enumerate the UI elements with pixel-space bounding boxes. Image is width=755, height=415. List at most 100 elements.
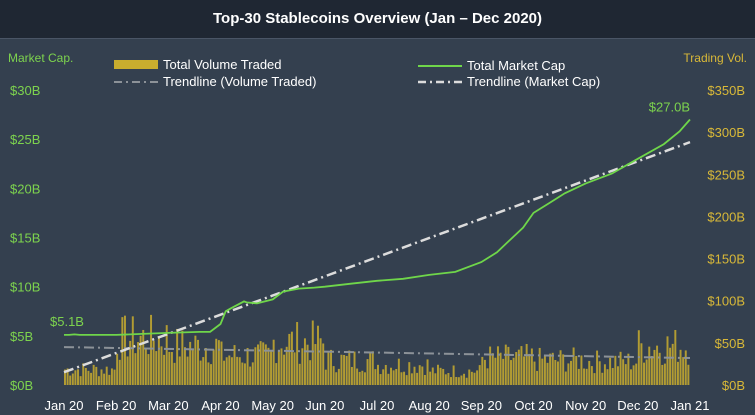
volume-bar (199, 360, 202, 385)
volume-bar (207, 362, 210, 385)
volume-bar (601, 372, 604, 385)
volume-bar (483, 359, 486, 385)
volume-bar (197, 339, 199, 385)
volume-bar (283, 354, 286, 385)
volume-bar (330, 349, 333, 385)
volume-bar (408, 362, 411, 385)
volume-bar (473, 372, 476, 385)
volume-bar (327, 352, 330, 385)
volume-bar (202, 357, 205, 385)
volume-bar (340, 354, 343, 385)
volume-bar (233, 345, 236, 385)
left-tick-label: $5B (10, 329, 33, 344)
volume-bar (105, 366, 108, 385)
volume-bar (157, 335, 160, 385)
volume-bar (624, 364, 627, 385)
volume-bar (137, 342, 139, 385)
volume-bar (598, 361, 601, 385)
volume-bar (478, 365, 481, 385)
volume-bar (220, 341, 223, 385)
volume-bar (671, 343, 674, 385)
volume-bar (259, 341, 262, 385)
x-tick-label: Dec 20 (617, 398, 658, 413)
volume-bar (69, 375, 72, 385)
volume-bar (270, 351, 273, 385)
volume-bar (363, 372, 366, 385)
volume-bar (82, 363, 85, 385)
x-tick-label: Aug 20 (409, 398, 450, 413)
volume-bar (379, 374, 382, 385)
volume-bar (460, 375, 463, 385)
volume-bar (410, 373, 413, 385)
volume-bar (251, 362, 254, 385)
volume-bar (512, 357, 515, 385)
volume-bar (142, 329, 145, 385)
right-tick-label: $350B (707, 83, 745, 98)
volume-bar (650, 356, 653, 385)
volume-bar (160, 346, 163, 385)
left-tick-label: $30B (10, 83, 40, 98)
volume-bar (538, 347, 541, 385)
left-axis-title: Market Cap. (8, 51, 73, 65)
volume-bar (183, 347, 186, 385)
x-tick-label: May 20 (251, 398, 294, 413)
market-cap-trendline (63, 140, 691, 374)
volume-bar (499, 352, 502, 385)
volume-bar (150, 314, 153, 385)
volume-bar (423, 374, 426, 385)
volume-bar (144, 348, 147, 385)
volume-bar (356, 368, 359, 385)
volume-bar (217, 340, 220, 385)
volume-bar (223, 360, 226, 385)
volume-bar (230, 357, 233, 385)
volume-bar (486, 368, 489, 385)
volume-bar (397, 358, 400, 385)
x-tick-label: Mar 20 (148, 398, 188, 413)
volume-bar (92, 364, 95, 385)
volume-bar (661, 364, 664, 385)
volume-bar (606, 369, 609, 385)
volume-bar (366, 359, 369, 385)
right-tick-label: $200B (707, 209, 745, 224)
volume-bars (64, 314, 690, 385)
volume-bar (523, 356, 526, 385)
volume-bar (533, 361, 536, 385)
volume-bar (95, 366, 98, 385)
volume-bar (228, 355, 231, 385)
volume-trendline (63, 346, 691, 360)
volume-bar (314, 344, 317, 385)
volume-bar (257, 344, 259, 385)
legend-volume-trend-label: Trendline (Volume Traded) (163, 74, 316, 89)
volume-bar (616, 366, 619, 385)
volume-bar (570, 360, 572, 385)
volume-bar (66, 368, 69, 385)
volume-bar (280, 348, 283, 385)
volume-bar (139, 335, 142, 385)
volume-bar (335, 372, 338, 385)
volume-bar (186, 356, 189, 385)
volume-bar (635, 363, 638, 385)
volume-bar (666, 336, 669, 385)
volume-bar (619, 351, 622, 385)
volume-bar (465, 377, 468, 385)
x-tick-label: Jun 20 (305, 398, 344, 413)
volume-bar (572, 347, 575, 385)
start-value-label: $5.1B (50, 314, 84, 329)
volume-bar (387, 373, 390, 385)
x-tick-label: Jan 21 (670, 398, 709, 413)
volume-bar (463, 373, 466, 385)
volume-bar (515, 352, 518, 385)
volume-bar (64, 369, 66, 385)
volume-bar (113, 369, 116, 385)
volume-bar (510, 360, 512, 385)
volume-bar (444, 374, 447, 385)
volume-bar (249, 366, 252, 385)
volume-bar (84, 367, 87, 385)
volume-bar (324, 369, 327, 385)
volume-bar (656, 345, 659, 385)
volume-bar (116, 353, 119, 385)
volume-bar (293, 352, 296, 385)
legend: Total Volume Traded Trendline (Volume Tra… (114, 57, 600, 89)
volume-bar (178, 356, 181, 385)
volume-bar (580, 355, 583, 385)
